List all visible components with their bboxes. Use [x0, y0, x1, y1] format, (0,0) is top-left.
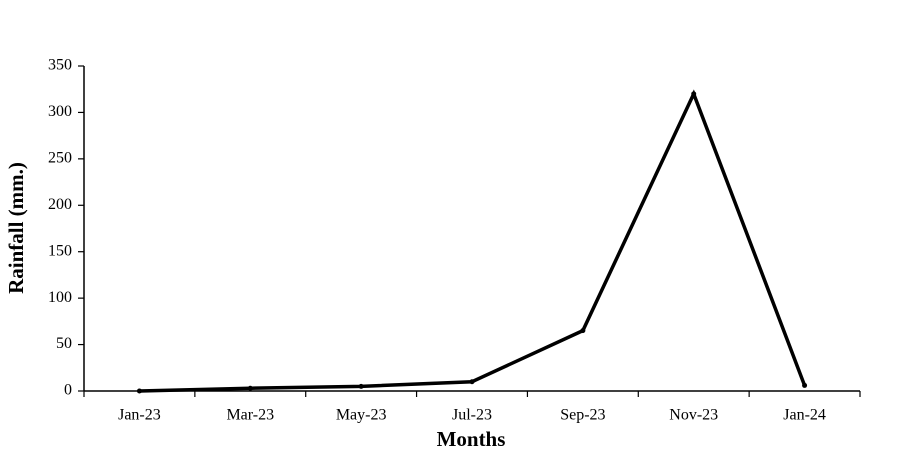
data-point [247, 385, 253, 391]
x-tick-label: Jan-23 [118, 407, 161, 424]
y-tick-label: 0 [64, 382, 72, 399]
y-tick-label: 350 [48, 57, 72, 74]
data-line [139, 89, 807, 393]
y-tick-label: 50 [56, 335, 72, 352]
x-tick-label: Jul-23 [452, 407, 492, 424]
data-point [358, 383, 364, 389]
x-tick-label: Jan-24 [783, 407, 826, 424]
data-point [802, 382, 808, 388]
y-tick-label: 100 [48, 289, 72, 306]
data-point [580, 328, 586, 334]
x-tick-label: May-23 [336, 407, 387, 424]
data-point [469, 379, 475, 385]
y-tick-label: 200 [48, 196, 72, 213]
x-tick-label: Mar-23 [226, 407, 274, 424]
y-axis-title: Rainfall (mm.) [4, 162, 28, 294]
y-tick-label: 300 [48, 103, 72, 120]
data-point [136, 388, 142, 394]
y-tick-label: 250 [48, 150, 72, 167]
x-axis-title: Months [437, 427, 506, 451]
y-tick-label: 150 [48, 242, 72, 259]
x-tick-label: Nov-23 [669, 407, 718, 424]
data-point [691, 91, 697, 97]
x-tick-label: Sep-23 [560, 407, 605, 424]
